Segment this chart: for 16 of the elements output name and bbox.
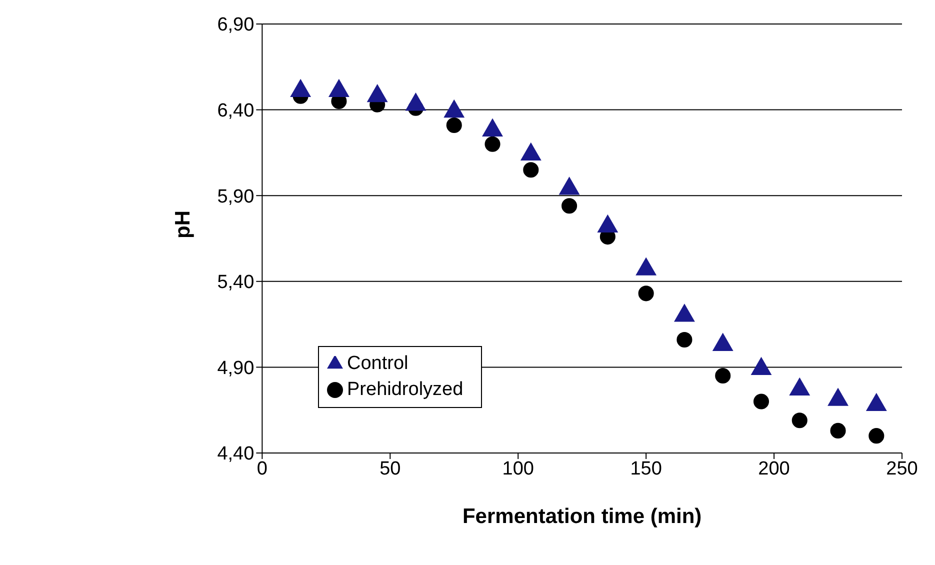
x-tick-label: 50 bbox=[380, 458, 401, 480]
y-tick-label: 4,90 bbox=[217, 358, 254, 379]
y-tick-label: 4,40 bbox=[217, 444, 254, 465]
x-tick-label: 150 bbox=[630, 458, 662, 480]
x-tick-label: 100 bbox=[502, 458, 534, 480]
x-axis-title: Fermentation time (min) bbox=[462, 505, 702, 528]
x-tick-label: 0 bbox=[256, 458, 268, 480]
y-tick-label: 6,90 bbox=[217, 14, 254, 36]
x-tick-label: 200 bbox=[758, 458, 790, 480]
y-axis-title: pH bbox=[172, 210, 195, 238]
legend-label: Control bbox=[347, 353, 408, 374]
legend-label: Prehidrolyzed bbox=[347, 379, 464, 400]
x-tick-label: 250 bbox=[886, 458, 918, 480]
y-tick-label: 5,40 bbox=[217, 272, 254, 294]
y-tick-label: 5,90 bbox=[217, 186, 254, 208]
y-tick-label: 6,40 bbox=[217, 100, 254, 122]
